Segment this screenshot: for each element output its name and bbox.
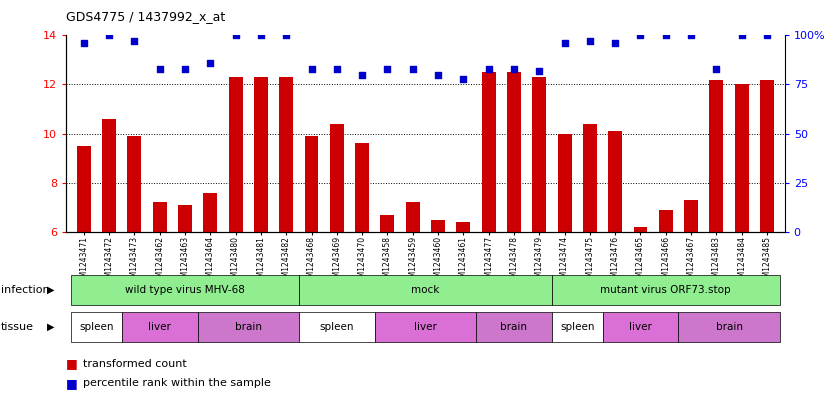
Text: wild type virus MHV-68: wild type virus MHV-68 <box>125 285 245 295</box>
Point <box>381 66 394 72</box>
Point <box>457 75 470 82</box>
Text: ▶: ▶ <box>47 285 55 295</box>
Point <box>507 66 520 72</box>
Bar <box>457 222 470 232</box>
Bar <box>203 193 217 232</box>
Point <box>204 60 217 66</box>
Bar <box>305 136 319 232</box>
Bar <box>684 200 698 232</box>
Text: spleen: spleen <box>320 322 354 332</box>
Point <box>128 38 141 44</box>
Point <box>153 66 166 72</box>
Text: liver: liver <box>414 322 437 332</box>
Text: ■: ■ <box>66 357 78 370</box>
Bar <box>229 77 243 232</box>
Point <box>254 32 268 39</box>
Point <box>761 32 774 39</box>
Point <box>229 32 242 39</box>
Bar <box>507 72 521 232</box>
Bar <box>734 84 748 232</box>
Text: spleen: spleen <box>560 322 595 332</box>
Bar <box>77 146 91 232</box>
Bar <box>583 124 597 232</box>
Text: brain: brain <box>235 322 262 332</box>
Text: brain: brain <box>715 322 743 332</box>
Text: mock: mock <box>411 285 439 295</box>
Bar <box>760 79 774 232</box>
Bar <box>406 202 420 232</box>
Point <box>533 68 546 74</box>
Text: tissue: tissue <box>1 322 34 332</box>
Bar <box>558 134 572 232</box>
Point <box>178 66 192 72</box>
Text: transformed count: transformed count <box>83 358 187 369</box>
Bar <box>279 77 293 232</box>
Point <box>280 32 293 39</box>
Text: ■: ■ <box>66 376 78 390</box>
Bar <box>381 215 394 232</box>
Text: GDS4775 / 1437992_x_at: GDS4775 / 1437992_x_at <box>66 10 225 23</box>
Bar <box>608 131 622 232</box>
Text: brain: brain <box>501 322 528 332</box>
Bar <box>532 77 546 232</box>
Text: liver: liver <box>148 322 171 332</box>
Point <box>330 66 344 72</box>
Text: ▶: ▶ <box>47 322 55 332</box>
Point <box>685 32 698 39</box>
Bar <box>254 77 268 232</box>
Point <box>482 66 496 72</box>
Bar <box>710 79 724 232</box>
Text: liver: liver <box>629 322 652 332</box>
Bar <box>178 205 192 232</box>
Text: infection: infection <box>1 285 50 295</box>
Point <box>406 66 420 72</box>
Bar <box>431 220 445 232</box>
Point <box>558 40 571 46</box>
Text: percentile rank within the sample: percentile rank within the sample <box>83 378 270 388</box>
Bar <box>330 124 344 232</box>
Point <box>735 32 748 39</box>
Text: mutant virus ORF73.stop: mutant virus ORF73.stop <box>601 285 731 295</box>
Text: spleen: spleen <box>79 322 114 332</box>
Bar <box>127 136 141 232</box>
Point <box>355 72 368 78</box>
Point <box>77 40 90 46</box>
Point <box>659 32 672 39</box>
Point <box>609 40 622 46</box>
Bar <box>634 227 648 232</box>
Point <box>102 32 116 39</box>
Point <box>305 66 318 72</box>
Bar <box>153 202 167 232</box>
Bar <box>482 72 496 232</box>
Bar <box>659 210 672 232</box>
Point <box>634 32 647 39</box>
Bar <box>355 143 369 232</box>
Bar <box>102 119 116 232</box>
Point <box>710 66 723 72</box>
Point <box>583 38 596 44</box>
Point <box>431 72 444 78</box>
